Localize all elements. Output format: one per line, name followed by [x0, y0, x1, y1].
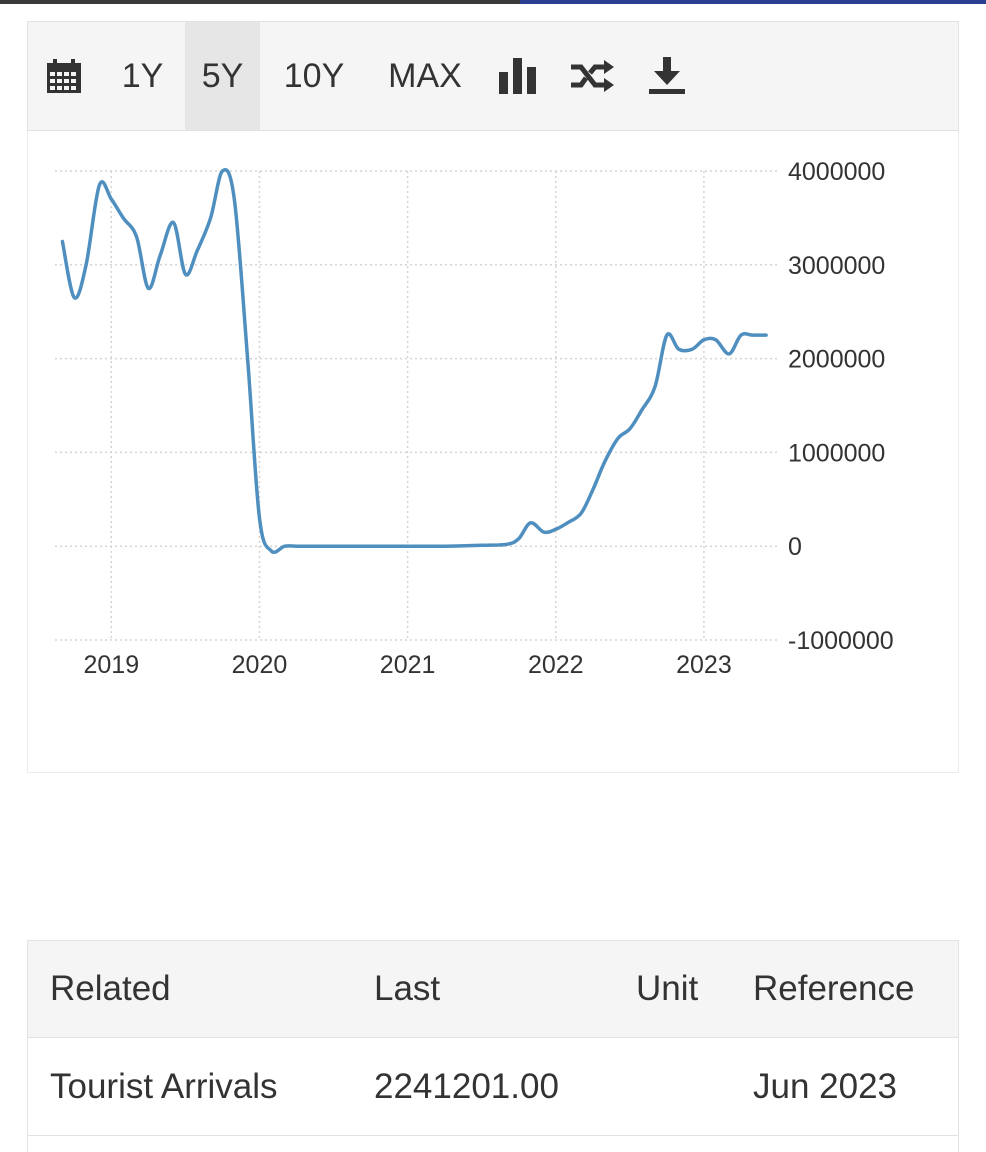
x-tick-label: 2020	[232, 651, 288, 679]
header-related: Related	[50, 969, 171, 1008]
y-tick-label: 4000000	[788, 158, 885, 186]
table-row[interactable]: Tourist Arrivals 2241201.00 Jun 2023	[28, 1038, 958, 1136]
compare-button[interactable]	[554, 22, 630, 130]
download-button[interactable]	[630, 22, 704, 130]
header-last: Last	[374, 969, 441, 1008]
x-tick-label: 2021	[380, 651, 436, 679]
chart-type-button[interactable]	[482, 22, 554, 130]
chart-toolbar: 1Y 5Y 10Y MAX	[27, 21, 959, 131]
y-tick-label: 1000000	[788, 439, 885, 467]
range-max-button[interactable]: MAX	[368, 22, 482, 130]
x-tick-label: 2023	[676, 651, 732, 679]
x-tick-label: 2022	[528, 651, 584, 679]
download-icon	[648, 57, 686, 95]
x-tick-label: 2019	[83, 651, 139, 679]
last-value: 2241201.00	[374, 1066, 559, 1106]
y-tick-label: 0	[788, 533, 802, 561]
line-chart: 4000000 3000000 2000000 1000000 0 -1000000 201…	[55, 158, 894, 679]
top-image-strip	[0, 0, 986, 4]
range-1y-button[interactable]: 1Y	[100, 22, 185, 130]
header-unit: Unit	[636, 969, 699, 1008]
bar-chart-icon	[499, 58, 537, 94]
reference-value: Jun 2023	[753, 1066, 898, 1106]
series-line	[60, 167, 768, 555]
header-reference: Reference	[753, 969, 915, 1008]
table-row	[28, 1136, 958, 1152]
range-5y-button[interactable]: 5Y	[185, 22, 260, 130]
y-tick-label: 2000000	[788, 346, 885, 374]
calendar-button[interactable]	[28, 22, 100, 130]
calendar-icon	[46, 58, 82, 94]
shuffle-icon	[569, 59, 615, 93]
range-10y-button[interactable]: 10Y	[260, 22, 368, 130]
table-header: Related Last Unit Reference	[28, 941, 958, 1038]
related-name-link[interactable]: Tourist Arrivals	[50, 1066, 278, 1106]
related-table: Related Last Unit Reference Tourist Arri…	[27, 940, 959, 1152]
chart-panel: 4000000 3000000 2000000 1000000 0 -1000000 201…	[27, 131, 959, 773]
y-tick-label: -1000000	[788, 627, 894, 655]
y-tick-label: 3000000	[788, 252, 885, 280]
